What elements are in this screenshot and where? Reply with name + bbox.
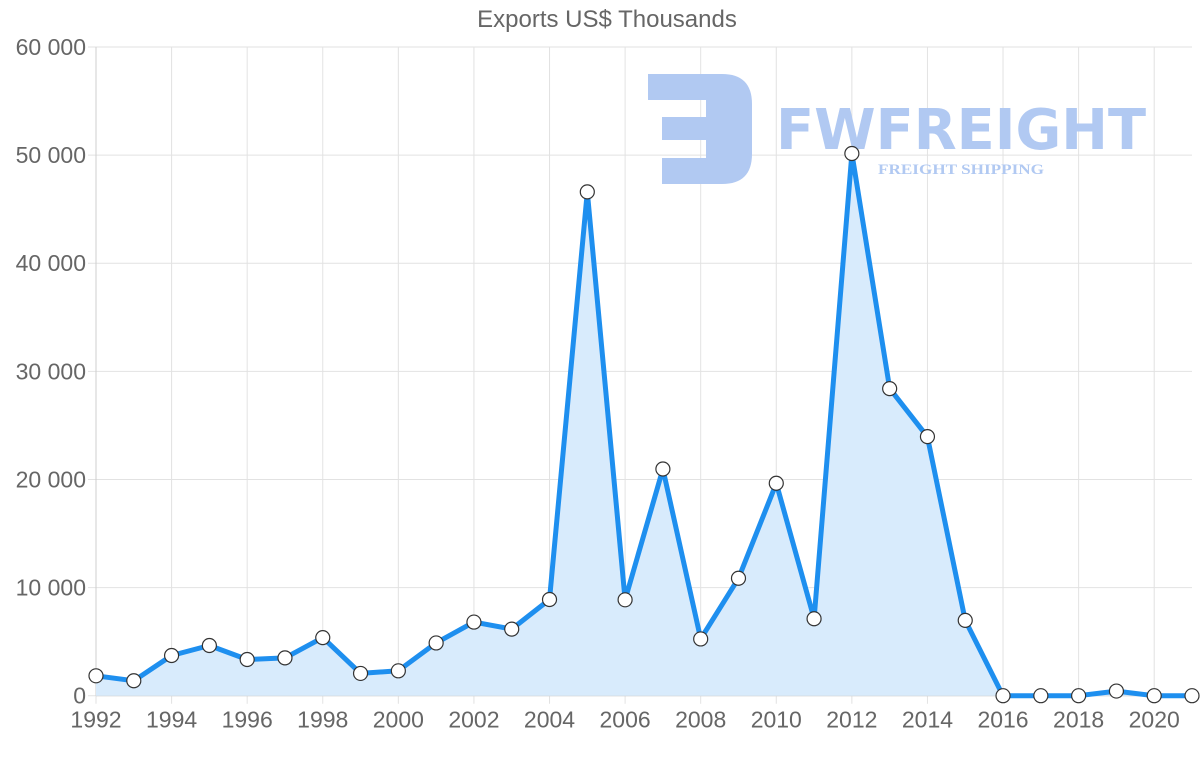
data-point[interactable] [617,592,633,608]
x-axis: 1992 1994 1996 1998 2000 2002 2004 2006 2008 2010… [70,707,1179,733]
data-point[interactable] [693,631,709,647]
x-tick-label: 2014 [902,707,953,733]
data-point[interactable] [466,614,482,630]
x-tick-label: 2010 [751,707,802,733]
y-tick-label: 60 000 [16,34,86,60]
data-point[interactable] [730,570,747,586]
data-point[interactable] [126,673,142,689]
data-point[interactable] [88,668,104,684]
area-fill [96,153,1192,696]
data-point[interactable] [995,688,1011,704]
x-tick-label: 1998 [297,707,348,733]
x-tick-label: 1992 [70,707,121,733]
x-tick-label: 2000 [373,707,424,733]
data-point[interactable] [1071,688,1087,704]
data-point[interactable] [1184,688,1200,704]
x-tick-label: 2006 [600,707,651,733]
data-point[interactable] [579,184,595,200]
data-point[interactable] [390,663,406,679]
data-point[interactable] [541,591,558,608]
data-point[interactable] [504,621,520,637]
x-tick-label: 1996 [222,707,273,733]
x-tick-label: 2020 [1129,707,1180,733]
data-point[interactable] [882,381,898,397]
data-point[interactable] [957,612,973,628]
data-points [88,145,1200,704]
data-point[interactable] [428,635,444,651]
watermark-logo: FWFREIGHT FREIGHT SHIPPING [648,74,1146,184]
chart-title: Exports US$ Thousands [477,6,737,33]
watermark-brand: FWFREIGHT [776,98,1146,163]
x-tick-label: 2018 [1053,707,1104,733]
y-axis: 0 10 000 20 000 30 000 40 000 50 000 60 000 [16,34,86,709]
data-point[interactable] [1033,688,1049,704]
y-tick-label: 40 000 [16,250,86,276]
data-point[interactable] [315,630,331,646]
fw-logo-icon [648,74,752,184]
x-tick-label: 1994 [146,707,197,733]
x-tick-label: 2008 [675,707,726,733]
data-point[interactable] [806,611,822,627]
y-tick-label: 10 000 [16,575,86,601]
x-tick-label: 2012 [826,707,877,733]
data-point[interactable] [768,475,784,491]
x-tick-label: 2002 [448,707,499,733]
data-point[interactable] [919,429,936,445]
data-point[interactable] [655,461,671,477]
data-point[interactable] [352,665,369,682]
watermark-tagline: FREIGHT SHIPPING [878,162,1044,178]
x-tick-label: 2004 [524,707,575,733]
y-tick-label: 30 000 [16,358,86,384]
data-point[interactable] [201,637,217,654]
x-tick-label: 2016 [977,707,1028,733]
data-point[interactable] [1146,688,1162,704]
data-point[interactable] [1108,683,1125,699]
data-point[interactable] [844,145,860,162]
y-tick-label: 20 000 [16,466,86,492]
data-point[interactable] [239,651,255,668]
data-point[interactable] [163,647,180,664]
y-tick-label: 50 000 [16,142,86,168]
y-tick-label: 0 [73,683,86,709]
data-point[interactable] [277,650,293,666]
